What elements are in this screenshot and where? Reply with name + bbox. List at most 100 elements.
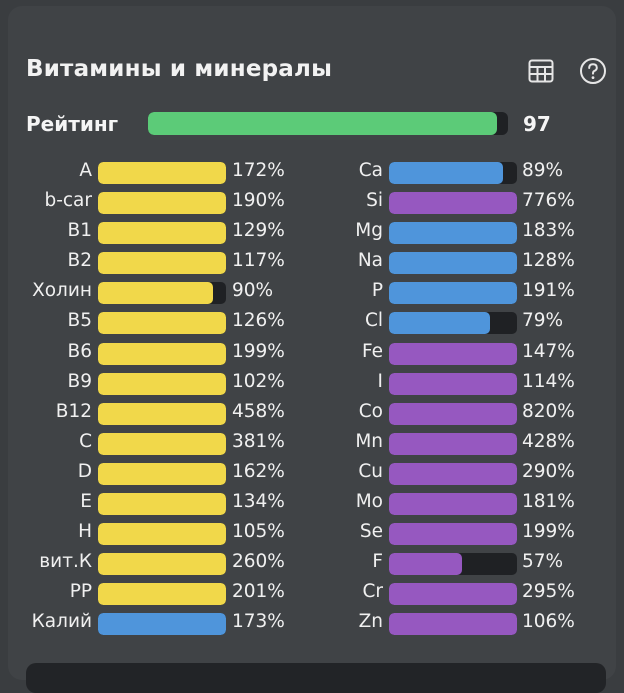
mineral-bar-fill (389, 613, 517, 636)
mineral-row[interactable]: Cu 290% (300, 459, 624, 489)
mineral-name: Mn (355, 430, 383, 452)
vitamin-name: Холин (32, 280, 92, 302)
vitamin-name: B5 (67, 310, 92, 332)
mineral-bar-fill (389, 342, 517, 365)
rating-value: 97 (523, 112, 551, 136)
vitamin-percent: 105% (232, 521, 285, 543)
vitamin-percent: 129% (232, 220, 285, 242)
vitamin-bar (98, 583, 226, 606)
mineral-percent: 199% (522, 521, 575, 543)
mineral-bar (389, 523, 517, 546)
mineral-bar (389, 252, 517, 275)
vitamin-bar-fill (98, 312, 226, 335)
mineral-row[interactable]: Co 820% (300, 399, 624, 429)
mineral-bar-fill (389, 432, 517, 455)
vitamin-row[interactable]: A 172% (0, 158, 300, 188)
vitamin-bar-fill (98, 402, 226, 425)
mineral-percent: 191% (522, 280, 575, 302)
mineral-row[interactable]: Na 128% (300, 248, 624, 278)
vitamin-row[interactable]: B5 126% (0, 308, 300, 338)
mineral-bar-fill (389, 402, 517, 425)
vitamin-bar-fill (98, 162, 226, 184)
vitamin-bar-fill (98, 613, 226, 636)
vitamin-bar (98, 342, 226, 365)
mineral-bar-fill (389, 162, 503, 184)
mineral-row[interactable]: Mg 183% (300, 218, 624, 248)
vitamin-percent: 173% (232, 611, 285, 633)
vitamin-bar-fill (98, 553, 226, 576)
vitamin-name: D (77, 460, 92, 482)
mineral-row[interactable]: Se 199% (300, 519, 624, 549)
vitamin-row[interactable]: вит.К 260% (0, 549, 300, 579)
vitamin-row[interactable]: B1 129% (0, 218, 300, 248)
vitamin-bar (98, 553, 226, 576)
vitamin-row[interactable]: B6 199% (0, 339, 300, 369)
vitamin-row[interactable]: B9 102% (0, 369, 300, 399)
mineral-row[interactable]: F 57% (300, 549, 624, 579)
mineral-bar (389, 402, 517, 425)
vitamin-bar-fill (98, 222, 226, 245)
mineral-row[interactable]: Mo 181% (300, 489, 624, 519)
vitamin-row[interactable]: H 105% (0, 519, 300, 549)
vitamin-percent: 190% (232, 190, 285, 212)
vitamin-row[interactable]: Калий 173% (0, 609, 300, 639)
vitamin-percent: 126% (232, 310, 285, 332)
vitamin-row[interactable]: PP 201% (0, 579, 300, 609)
mineral-bar (389, 613, 517, 636)
minerals-list: Ca 89% Si 776% Mg 183% Na 128% P 191% Cl 79% Fe 147% I… (300, 158, 624, 640)
mineral-name: Mo (355, 491, 383, 513)
mineral-bar (389, 222, 517, 245)
mineral-row[interactable]: Ca 89% (300, 158, 624, 188)
mineral-percent: 147% (522, 340, 575, 362)
vitamin-bar-fill (98, 192, 226, 215)
mineral-row[interactable]: Mn 428% (300, 429, 624, 459)
mineral-bar (389, 493, 517, 516)
vitamin-percent: 199% (232, 340, 285, 362)
mineral-name: Zn (358, 611, 383, 633)
mineral-row[interactable]: Cl 79% (300, 308, 624, 338)
vitamin-bar (98, 432, 226, 455)
vitamin-bar (98, 192, 226, 215)
vitamin-percent: 201% (232, 581, 285, 603)
mineral-bar-fill (389, 312, 491, 335)
mineral-bar-fill (389, 372, 517, 395)
mineral-percent: 128% (522, 250, 575, 272)
mineral-bar-fill (389, 523, 517, 546)
vitamin-row[interactable]: B2 117% (0, 248, 300, 278)
mineral-row[interactable]: Si 776% (300, 188, 624, 218)
mineral-row[interactable]: P 191% (300, 278, 624, 308)
table-icon[interactable] (526, 56, 556, 86)
mineral-name: Na (357, 250, 383, 272)
vitamin-bar-fill (98, 432, 226, 455)
mineral-percent: 820% (522, 400, 575, 422)
vitamin-row[interactable]: D 162% (0, 459, 300, 489)
vitamin-row[interactable]: C 381% (0, 429, 300, 459)
mineral-row[interactable]: Cr 295% (300, 579, 624, 609)
vitamin-row[interactable]: b-car 190% (0, 188, 300, 218)
vitamin-name: C (79, 430, 92, 452)
vitamin-name: E (80, 491, 92, 513)
mineral-row[interactable]: Zn 106% (300, 609, 624, 639)
mineral-row[interactable]: Fe 147% (300, 339, 624, 369)
help-circle-icon[interactable] (578, 56, 608, 86)
vitamin-row[interactable]: E 134% (0, 489, 300, 519)
vitamin-bar-fill (98, 583, 226, 606)
mineral-percent: 89% (522, 160, 564, 181)
vitamin-percent: 117% (232, 250, 285, 272)
vitamin-row[interactable]: B12 458% (0, 399, 300, 429)
mineral-name: Mg (355, 220, 383, 242)
vitamin-bar-fill (98, 282, 214, 305)
section-title: Витамины и минералы (26, 56, 333, 82)
vitamin-bar-fill (98, 523, 226, 546)
vitamin-row[interactable]: Холин 90% (0, 278, 300, 308)
vitamin-name: вит.К (39, 551, 92, 573)
vitamin-bar (98, 372, 226, 395)
mineral-bar (389, 192, 517, 215)
mineral-row[interactable]: I 114% (300, 369, 624, 399)
mineral-bar (389, 372, 517, 395)
mineral-name: Se (359, 521, 383, 543)
vitamin-percent: 90% (232, 280, 274, 302)
vitamin-bar (98, 312, 226, 335)
mineral-bar-fill (389, 222, 517, 245)
rating-bar-fill (148, 112, 498, 135)
